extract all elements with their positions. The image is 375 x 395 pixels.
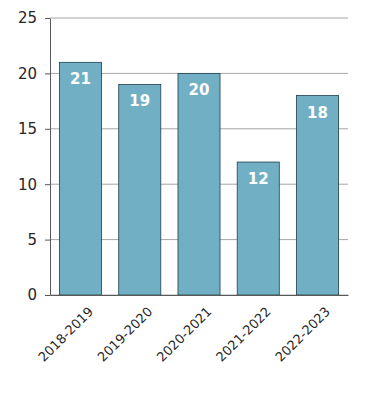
y-tick-mark [45, 295, 50, 296]
x-tick: 2021-2022 [213, 295, 274, 365]
y-tick-label: 25 [18, 9, 37, 27]
y-tick-label: 15 [18, 120, 37, 138]
x-axis-line [51, 295, 349, 296]
y-tick: 10 [18, 176, 50, 194]
y-axis: 0 5 10 15 20 25 [18, 9, 51, 304]
data-label: 19 [129, 92, 150, 110]
bar [59, 62, 101, 295]
y-tick-mark [45, 129, 50, 130]
plot: 05101520252018-20192019-20202020-2021202… [18, 9, 349, 364]
chart: 05101520252018-20192019-20202020-2021202… [0, 0, 375, 395]
x-tick: 2019-2020 [95, 295, 156, 365]
bar [119, 84, 161, 295]
y-tick: 15 [18, 120, 50, 138]
y-tick-mark [45, 73, 50, 74]
y-tick-label: 0 [27, 286, 37, 304]
bar [178, 73, 220, 295]
data-label: 12 [248, 170, 269, 188]
y-tick-mark [45, 18, 50, 19]
x-tick: 2018-2019 [35, 295, 96, 365]
grid-line [50, 18, 348, 19]
data-label: 20 [189, 81, 210, 99]
y-tick: 5 [27, 231, 50, 249]
y-tick-mark [45, 184, 50, 185]
grid [50, 18, 348, 295]
data-labels: 21 19 20 12 18 [70, 70, 328, 188]
x-tick: 2022-2023 [272, 295, 333, 365]
y-tick: 0 [27, 286, 50, 304]
data-label: 21 [70, 70, 91, 88]
data-label: 18 [307, 104, 328, 122]
x-tick: 2020-2021 [154, 295, 215, 365]
x-tick-label: 2020-2021 [154, 304, 215, 365]
y-tick-label: 20 [18, 65, 37, 83]
x-axis: 2018-20192019-20202020-20212021-20222022… [35, 295, 348, 365]
y-axis-line [50, 19, 51, 296]
y-tick-label: 10 [18, 176, 37, 194]
x-tick-label: 2018-2019 [35, 304, 96, 365]
y-tick: 20 [18, 65, 50, 83]
x-tick-label: 2021-2022 [213, 304, 274, 365]
bar [237, 162, 279, 295]
x-tick-label: 2019-2020 [95, 304, 156, 365]
y-tick-mark [45, 240, 50, 241]
y-tick: 25 [18, 9, 50, 27]
x-tick-label: 2022-2023 [272, 304, 333, 365]
bar [296, 96, 338, 295]
bars [59, 62, 338, 295]
y-tick-label: 5 [27, 231, 37, 249]
